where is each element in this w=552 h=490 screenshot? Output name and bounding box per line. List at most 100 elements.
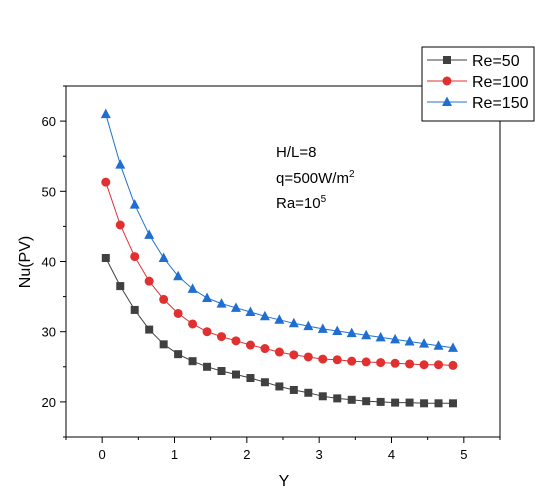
- data-point: [216, 298, 227, 308]
- data-point: [434, 360, 444, 370]
- y-tick-label: 50: [42, 184, 56, 199]
- data-point: [376, 397, 385, 406]
- data-point: [217, 367, 226, 376]
- data-point: [174, 350, 183, 359]
- data-point: [173, 308, 183, 318]
- data-point: [303, 352, 313, 362]
- data-point: [130, 252, 140, 262]
- x-tick-label: 1: [171, 447, 178, 462]
- data-point: [188, 319, 198, 329]
- x-tick-label: 4: [388, 447, 395, 462]
- data-point: [289, 385, 298, 394]
- data-point: [405, 359, 415, 369]
- data-point: [420, 399, 429, 408]
- annotation-aspect-ratio: H/L=8: [276, 144, 316, 161]
- data-point: [332, 325, 343, 335]
- annotation-heat-flux: q=500W/m2: [276, 169, 355, 187]
- data-point: [245, 340, 255, 350]
- y-tick-label: 20: [42, 395, 56, 410]
- legend-marker: [442, 96, 452, 106]
- annotation-rayleigh: Ra=105: [276, 194, 327, 212]
- data-point: [318, 354, 328, 364]
- y-axis-ticks: 20 30 40 50 60: [42, 85, 66, 438]
- data-point: [362, 397, 371, 406]
- series-re-50: [101, 253, 457, 408]
- data-point: [144, 276, 154, 286]
- data-point: [303, 320, 314, 331]
- y-tick-label: 60: [42, 114, 56, 129]
- data-point: [405, 398, 414, 407]
- data-point: [188, 357, 197, 366]
- data-point: [202, 292, 213, 303]
- data-point: [289, 350, 299, 360]
- data-point: [260, 344, 270, 354]
- legend-label: Re=100: [472, 74, 529, 91]
- data-point: [101, 177, 111, 187]
- x-tick-label: 2: [243, 447, 250, 462]
- data-point: [448, 399, 457, 408]
- x-axis-label: Y: [279, 473, 290, 490]
- legend: Re=50 Re=100 Re=150: [421, 46, 535, 122]
- y-axis-label: Nu(PV): [17, 236, 34, 288]
- data-point: [173, 270, 184, 281]
- x-tick-label: 3: [316, 447, 323, 462]
- series-line: [105, 257, 453, 404]
- data-point: [145, 325, 154, 334]
- data-point: [347, 395, 356, 404]
- legend-item-re-100: Re=100: [427, 74, 529, 91]
- data-point: [404, 336, 415, 346]
- annotation-rayleigh-exponent: 5: [321, 194, 327, 205]
- data-point: [202, 327, 212, 337]
- legend-marker: [442, 76, 452, 86]
- data-point: [318, 392, 327, 401]
- data-point: [130, 305, 139, 314]
- data-point: [332, 355, 342, 365]
- data-point: [433, 340, 444, 350]
- data-point: [275, 382, 284, 391]
- legend-box: [421, 46, 535, 122]
- data-point: [230, 302, 241, 312]
- data-point: [187, 283, 198, 293]
- data-point: [448, 360, 458, 370]
- data-point: [434, 399, 443, 408]
- data-point: [245, 306, 256, 317]
- series-re-150: [100, 108, 458, 352]
- x-axis-ticks: 0 1 2 3 4 5: [65, 437, 501, 462]
- annotation-heat-flux-base: q=500W/m: [276, 170, 349, 187]
- data-point: [361, 329, 372, 340]
- data-point: [376, 358, 386, 368]
- data-point: [390, 358, 400, 368]
- data-point: [159, 340, 168, 349]
- legend-label: Re=150: [472, 95, 529, 112]
- data-point: [347, 356, 357, 366]
- y-tick-label: 40: [42, 255, 56, 270]
- data-point: [447, 342, 458, 352]
- data-point: [288, 317, 299, 328]
- data-point: [419, 338, 430, 348]
- data-point: [217, 332, 227, 342]
- data-point: [231, 370, 240, 379]
- data-point: [129, 199, 140, 209]
- data-point: [361, 357, 371, 367]
- x-tick-label: 5: [460, 447, 467, 462]
- legend-label: Re=50: [472, 53, 520, 70]
- data-point: [115, 159, 126, 169]
- data-point: [100, 108, 111, 119]
- x-tick-label: 0: [99, 447, 106, 462]
- data-point: [333, 394, 342, 403]
- data-point: [375, 331, 386, 342]
- series-re-100: [101, 177, 458, 370]
- data-point: [390, 333, 401, 344]
- legend-item-re-150: Re=150: [427, 95, 529, 112]
- annotation-heat-flux-exponent: 2: [349, 169, 355, 180]
- data-point: [158, 252, 169, 262]
- data-point: [346, 327, 357, 338]
- data-point: [231, 336, 241, 346]
- data-point: [274, 347, 284, 357]
- data-point: [246, 374, 255, 383]
- data-point: [115, 220, 125, 230]
- data-point: [260, 378, 269, 387]
- data-point: [101, 253, 110, 262]
- series-layer: [100, 108, 458, 408]
- data-point: [116, 282, 125, 291]
